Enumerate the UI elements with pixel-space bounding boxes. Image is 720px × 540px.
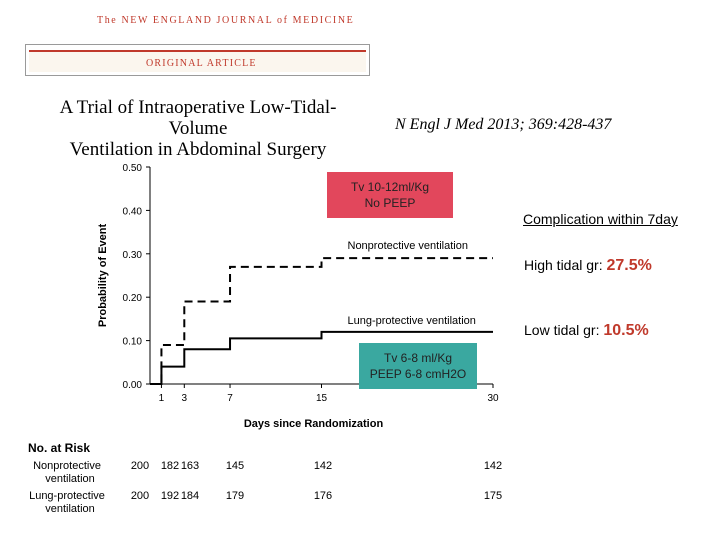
- high-tidal-annotation-line1: Tv 10-12ml/Kg: [351, 180, 429, 194]
- y-tick-label: 0.40: [123, 206, 143, 217]
- high-tidal-annotation-box: [327, 172, 453, 218]
- low-tidal-value: 10.5%: [603, 322, 649, 339]
- risk-table-title: No. at Risk: [28, 441, 90, 455]
- low-tidal-annotation-box: [359, 343, 477, 389]
- y-tick-label: 0.00: [123, 380, 143, 391]
- low-tidal-annotation-line1: Tv 6-8 ml/Kg: [384, 351, 452, 365]
- low-tidal-label: Low tidal gr:: [524, 322, 604, 338]
- journal-masthead: The NEW ENGLAND JOURNAL of MEDICINE: [97, 15, 355, 26]
- low-tidal-stat: Low tidal gr: 10.5%: [524, 322, 649, 340]
- risk-table-cell: 200: [131, 490, 149, 502]
- title-line-2: Ventilation in Abdominal Surgery: [69, 139, 327, 160]
- risk-table-cell: 182: [161, 460, 179, 472]
- risk-table-cell: 179: [226, 490, 244, 502]
- y-tick-label: 0.10: [123, 337, 143, 348]
- risk-table-cell: 175: [484, 490, 502, 502]
- article-banner: ORIGINAL ARTICLE: [25, 44, 370, 76]
- citation: N Engl J Med 2013; 369:428-437: [395, 116, 612, 133]
- risk-table-cell: 163: [181, 460, 199, 472]
- risk-table-cell: 200: [131, 460, 149, 472]
- y-axis-label: Probability of Event: [97, 224, 109, 328]
- risk-table-cell: 192: [161, 490, 179, 502]
- high-tidal-label: High tidal gr:: [524, 257, 607, 273]
- low-tidal-annotation-line2: PEEP 6-8 cmH2O: [370, 367, 466, 381]
- complication-title: Complication within 7day: [523, 211, 678, 227]
- risk-row-label-line1: Nonprotective: [33, 460, 101, 472]
- risk-table-cell: 176: [314, 490, 332, 502]
- y-tick-label: 0.30: [123, 250, 143, 261]
- x-tick-label: 3: [182, 393, 188, 404]
- risk-table-cell: 142: [484, 460, 502, 472]
- x-tick-label: 30: [487, 393, 499, 404]
- nonprotective-curve: [150, 257, 493, 385]
- y-tick-label: 0.20: [123, 293, 143, 304]
- risk-row-label-line2: ventilation: [45, 473, 95, 485]
- series-label: Lung-protective ventilation: [348, 315, 476, 327]
- x-axis-label: Days since Randomization: [244, 418, 384, 430]
- x-tick-label: 1: [159, 393, 165, 404]
- title-line-1: A Trial of Intraoperative Low-Tidal-Volu…: [59, 97, 337, 139]
- article-type-label: ORIGINAL ARTICLE: [146, 58, 257, 69]
- y-tick-label: 0.50: [123, 163, 143, 174]
- high-tidal-stat: High tidal gr: 27.5%: [524, 257, 652, 275]
- series-label: Nonprotective ventilation: [348, 240, 468, 252]
- risk-row-label-line2: ventilation: [45, 503, 95, 515]
- risk-table-cell: 145: [226, 460, 244, 472]
- high-tidal-annotation-line2: No PEEP: [365, 196, 416, 210]
- lung-protective-curve: [150, 330, 493, 385]
- risk-table-cell: 142: [314, 460, 332, 472]
- risk-table-cell: 184: [181, 490, 199, 502]
- high-tidal-value: 27.5%: [606, 257, 652, 274]
- risk-row-label-line1: Lung-protective: [29, 490, 105, 502]
- article-title: A Trial of Intraoperative Low-Tidal-Volu…: [33, 97, 363, 160]
- article-banner-inner: ORIGINAL ARTICLE: [29, 50, 366, 72]
- x-tick-label: 7: [227, 393, 233, 404]
- x-tick-label: 15: [316, 393, 328, 404]
